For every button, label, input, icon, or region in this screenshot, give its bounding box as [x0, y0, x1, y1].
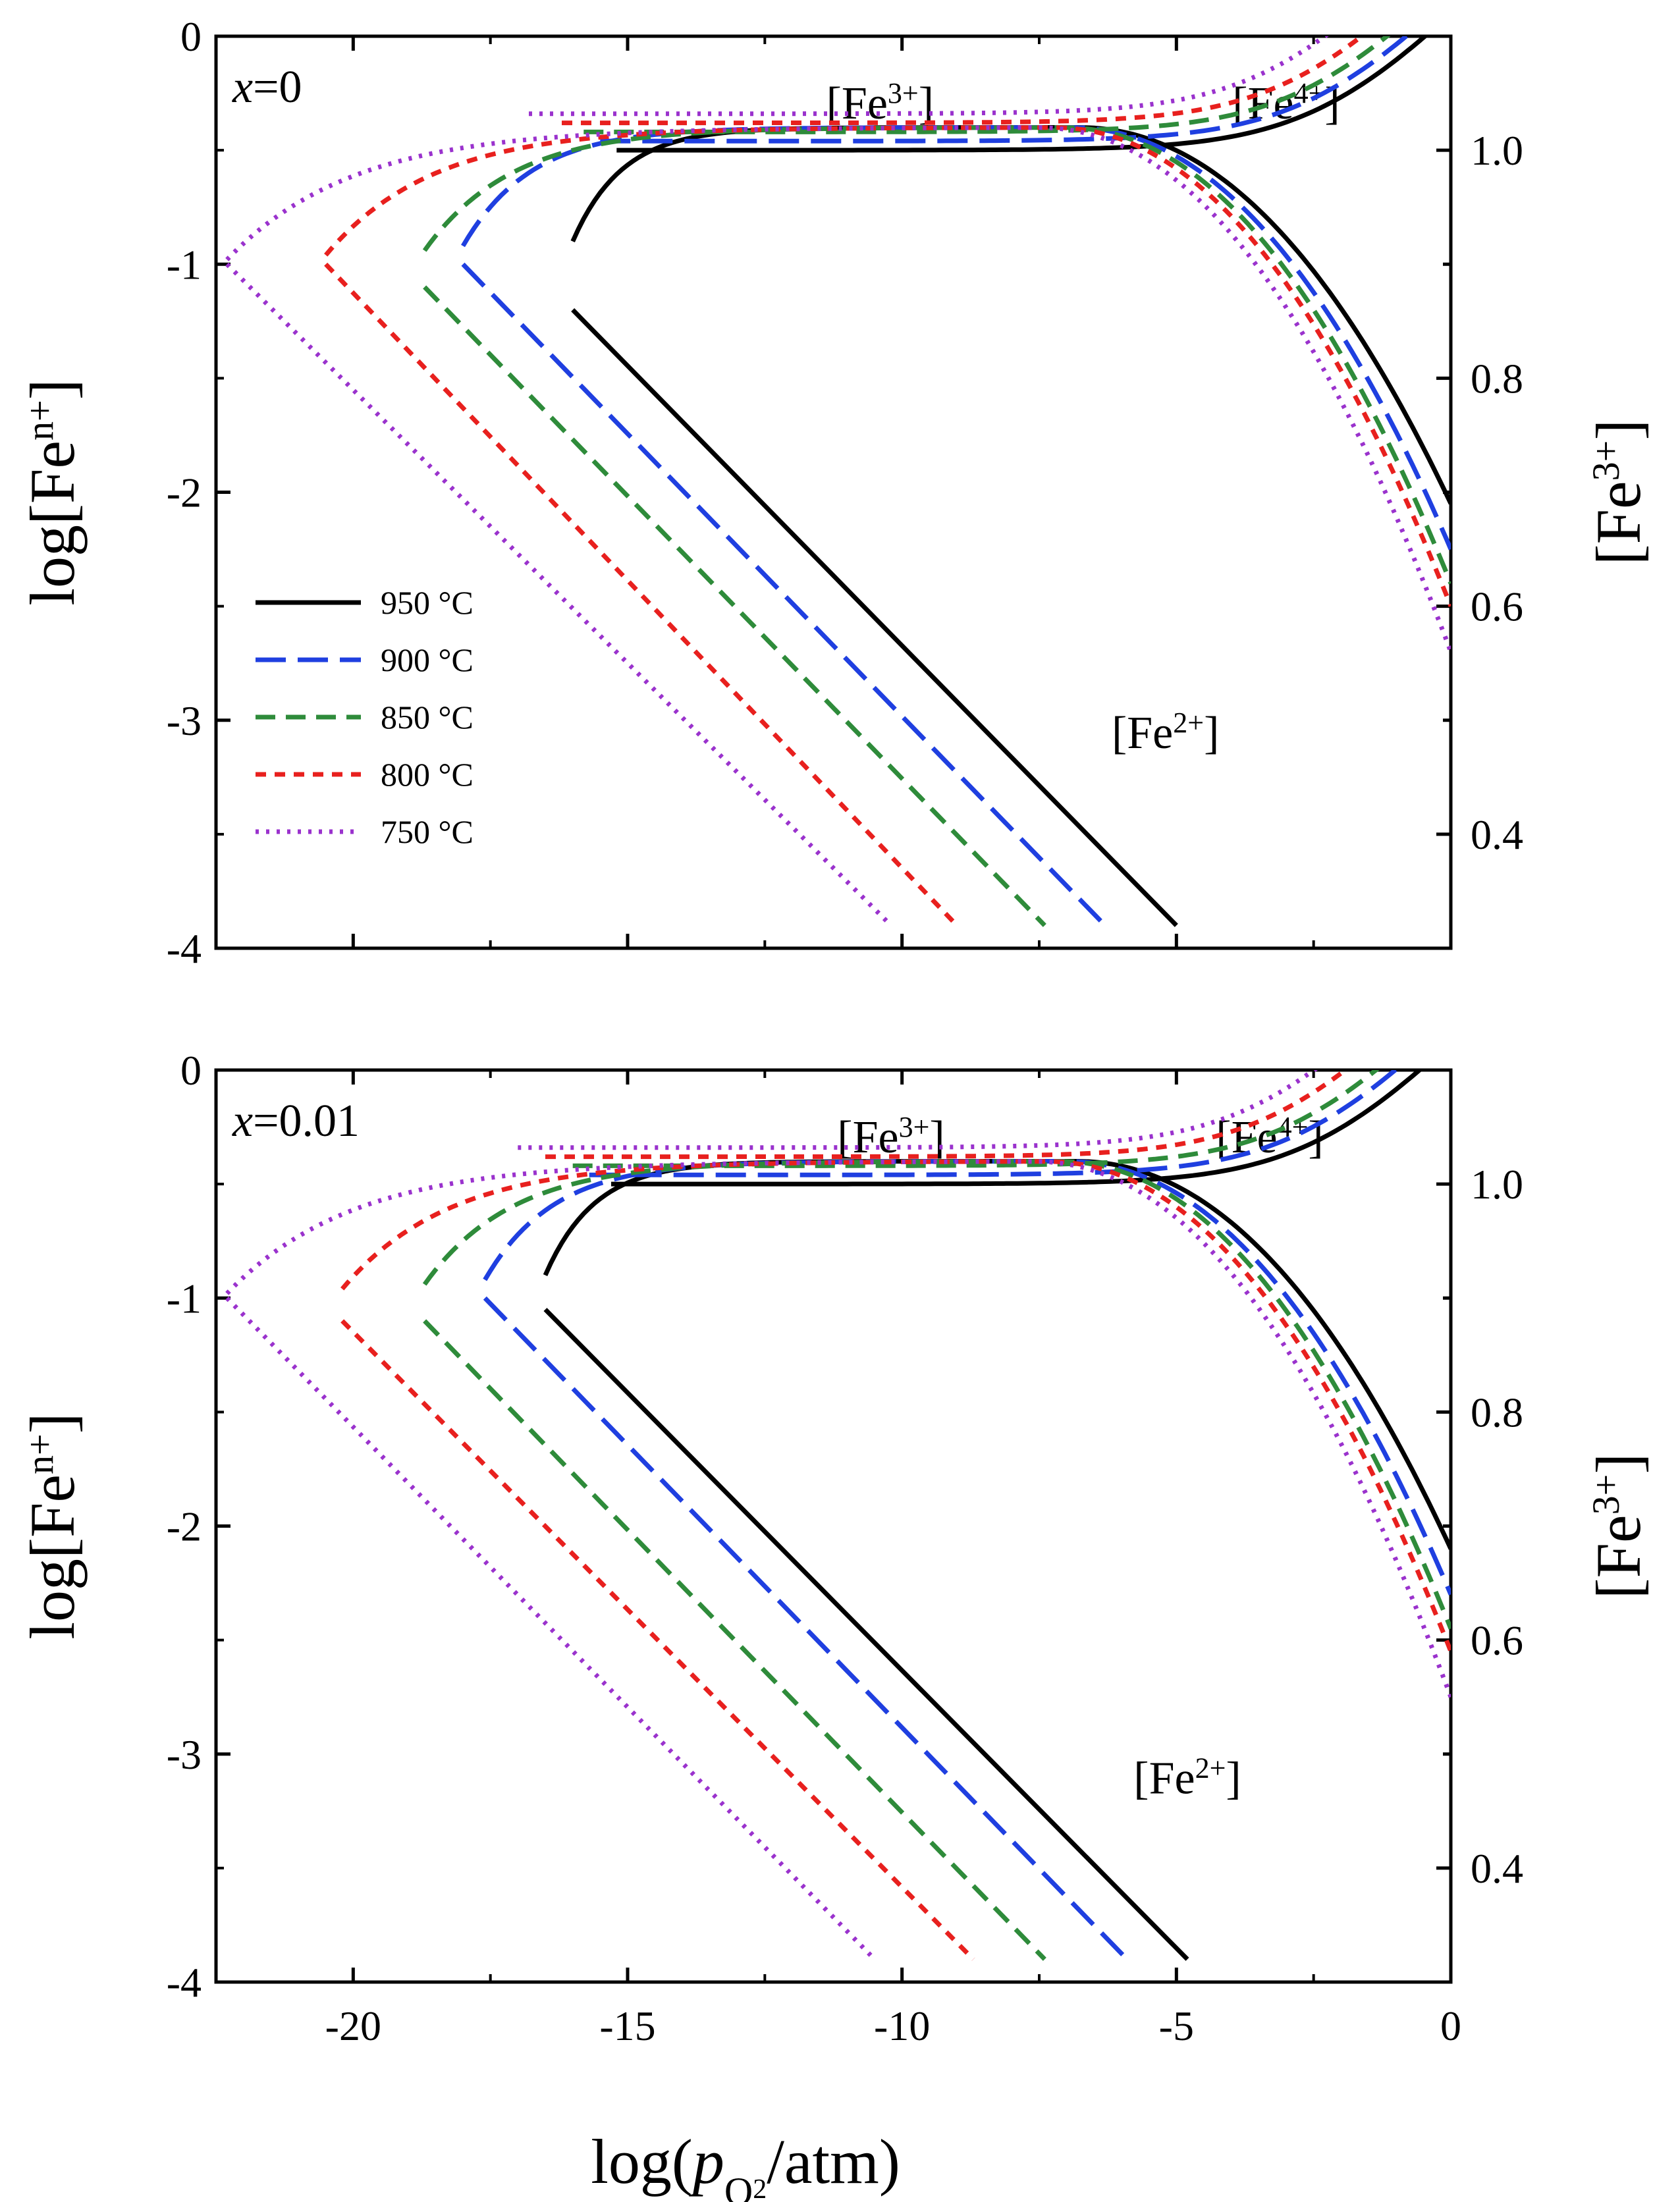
fe2-line: [423, 1319, 1046, 1961]
y-tick-label-left: -4: [167, 925, 202, 972]
fe3-line: [340, 1159, 1451, 1653]
y-tick-label-right: 0.6: [1471, 1617, 1523, 1664]
legend-label: 750 °C: [381, 813, 474, 850]
legend-label: 850 °C: [381, 699, 474, 736]
panel-bottom: -20 -15 -10 -5 0-4-3-2-100.40.60.81.0log[Fen…: [17, 1047, 1654, 2049]
y-axis-title-right: [Fe3+]: [1583, 1453, 1654, 1599]
fe2-line: [571, 308, 1178, 927]
annotation-fe3: [Fe3+]: [837, 1111, 944, 1164]
fe2-line: [225, 1296, 877, 1961]
panel-top: -4 -3 -2 -1 0 0.4 0.6 0.8 1.0 log[Fen+] [Fe3+] x=0 […: [17, 13, 1654, 972]
y-tick-label-left: -3: [167, 1731, 202, 1778]
fe3-line: [483, 1159, 1451, 1596]
y-tick-label-right: 0.8: [1471, 1389, 1523, 1436]
y-tick-label-right: 1.0: [1471, 127, 1523, 174]
y-tick-label-right: 0.6: [1471, 583, 1523, 630]
y-tick-label-left: -1: [167, 1275, 202, 1322]
fe4-line: [518, 1070, 1318, 1150]
fe4-line: [600, 36, 1410, 144]
plot-frame: [214, 1068, 1453, 1984]
fe3-line: [225, 1159, 1451, 1698]
fe4-line: [611, 1070, 1423, 1187]
y-tick-label-right: 0.8: [1471, 355, 1523, 402]
fe3-line: [324, 125, 1451, 607]
x-tick-label: -20: [325, 2002, 381, 2049]
y-tick-label-right: 0.4: [1471, 811, 1523, 858]
x-tick-label: -10: [874, 2002, 930, 2049]
y-tick-label-left: -4: [167, 1959, 202, 2006]
y-tick-label-left: -2: [167, 1503, 202, 1550]
annotation-fe2: [Fe2+]: [1112, 707, 1219, 759]
fe3-line: [461, 125, 1451, 550]
fe4-line: [589, 1070, 1399, 1177]
fe3-line: [422, 1159, 1451, 1630]
y-axis-title-left: log[Fen+]: [17, 1412, 88, 1639]
fe3-line: [225, 125, 1451, 653]
panel-label: x=0.01: [232, 1096, 360, 1146]
plot-frame: [214, 34, 1453, 950]
x-axis-title: log(pO2/atm): [591, 2126, 900, 2202]
fe4-line: [562, 36, 1366, 126]
x-tick-label: -5: [1159, 2002, 1194, 2049]
y-tick-label-left: 0: [180, 13, 202, 60]
y-tick-label-right: 0.4: [1471, 1845, 1523, 1892]
y-tick-label-left: -2: [167, 470, 202, 516]
fe4-line: [616, 36, 1429, 153]
y-tick-label-right: 1.0: [1471, 1161, 1523, 1208]
fe2-line: [483, 1296, 1129, 1961]
fe2-line: [543, 1308, 1189, 1961]
legend-label: 950 °C: [381, 584, 474, 621]
y-axis-title-left: log[Fen+]: [17, 379, 88, 605]
fe2-line: [461, 262, 1107, 927]
legend-label: 800 °C: [381, 756, 474, 793]
y-tick-label-left: -1: [167, 241, 202, 288]
panel-label: x=0: [232, 62, 302, 113]
y-axis-title-right: [Fe3+]: [1583, 419, 1654, 566]
annotation-fe2: [Fe2+]: [1133, 1752, 1241, 1804]
fe4-line: [583, 36, 1391, 134]
curves: [225, 36, 1451, 927]
y-tick-label-left: -3: [167, 697, 202, 744]
y-tick-label-left: 0: [180, 1047, 202, 1094]
annotation-fe3: [Fe3+]: [826, 77, 934, 130]
curves: [225, 1070, 1451, 1961]
fe2-line: [225, 262, 893, 927]
fe2-line: [340, 1319, 975, 1961]
fe2-line: [423, 285, 1046, 927]
fe3-line: [422, 125, 1451, 585]
fe4-line: [572, 1070, 1380, 1168]
x-tick-label: -15: [599, 2002, 655, 2049]
legend-label: 900 °C: [381, 641, 474, 678]
x-tick-label: 0: [1440, 2002, 1461, 2049]
